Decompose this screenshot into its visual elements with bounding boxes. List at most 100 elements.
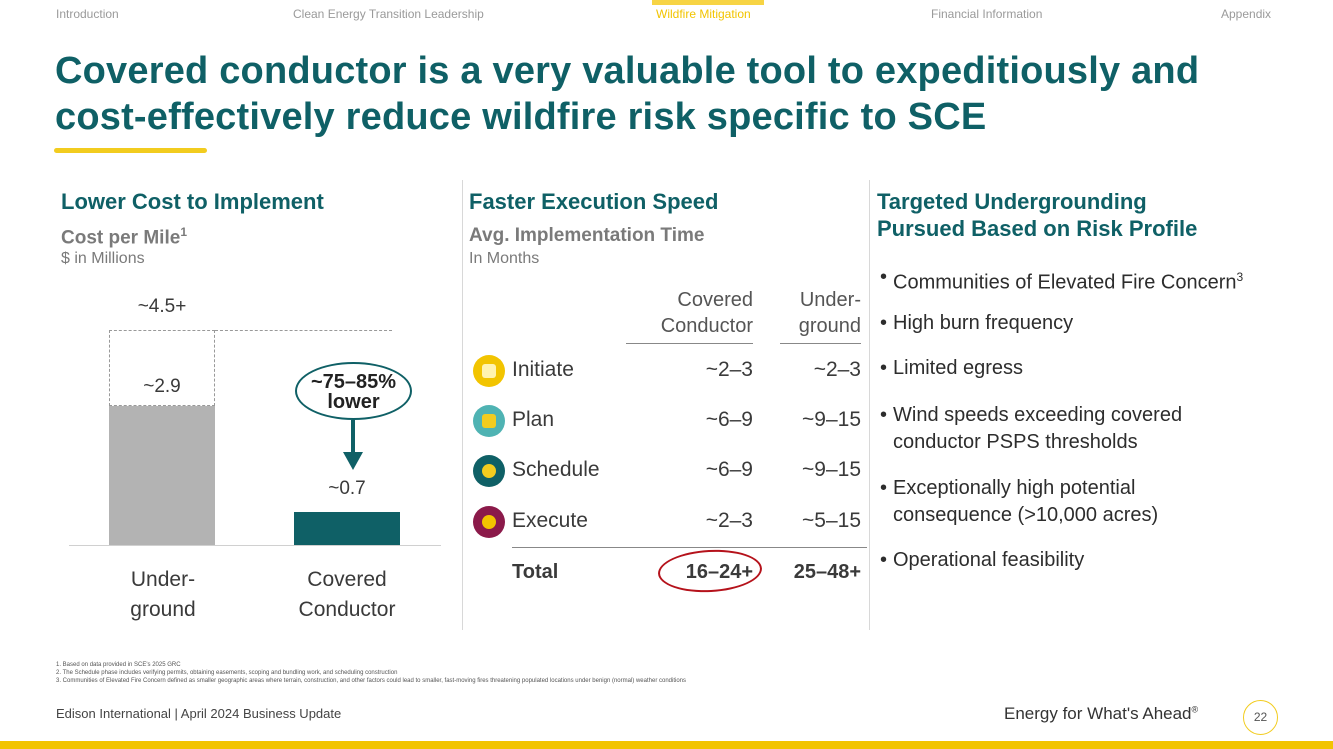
footnote-1: 1. Based on data provided in SCE's 2025 …: [56, 662, 181, 668]
list-item: Exceptionally high potential consequence…: [880, 475, 1190, 529]
cost-subheading-text: Cost per Mile: [61, 227, 181, 249]
col-header-underground-line1: Under-: [799, 289, 861, 311]
table-row-execute: Execute ~2–3 ~5–15: [472, 504, 867, 540]
initiate-underground-value: ~2–3: [813, 358, 861, 381]
covered-conductor-bar: [294, 511, 400, 545]
underground-range-outline: [109, 330, 215, 407]
col-header-covered-line2: Conductor: [660, 315, 753, 337]
registered-mark: ®: [1191, 704, 1199, 715]
col-header-rule-underground: [780, 343, 861, 344]
footer-tagline-text: Energy for What's Ahead: [1004, 704, 1192, 723]
undergrounding-heading-line1: Targeted Undergrounding: [877, 189, 1147, 214]
nav-item-financial-information[interactable]: Financial Information: [931, 7, 1043, 21]
undergrounding-heading-line2: Pursued Based on Risk Profile: [877, 216, 1198, 241]
underground-upper-label: ~4.5+: [137, 296, 187, 317]
footnote-ref-1: 1: [180, 225, 187, 239]
schedule-covered-value: ~6–9: [705, 458, 753, 481]
bullet-text: Communities of Elevated Fire Concern: [893, 271, 1237, 294]
plan-covered-value: ~6–9: [705, 408, 753, 431]
footnote-3: 3. Communities of Elevated Fire Concern …: [56, 678, 687, 684]
footer-company: Edison International | April 2024 Busine…: [56, 706, 342, 721]
row-label-initiate: Initiate: [512, 358, 574, 381]
total-label: Total: [512, 561, 559, 583]
list-item: Operational feasibility: [880, 547, 1300, 574]
table-row-initiate: Initiate ~2–3 ~2–3: [472, 353, 867, 389]
table-row-plan: Plan ~6–9 ~9–15: [472, 403, 867, 439]
list-item: Limited egress: [880, 355, 1300, 382]
bottom-accent-bar: [0, 741, 1333, 749]
footnotes: 1. Based on data provided in SCE's 2025 …: [56, 661, 686, 685]
speed-unit: In Months: [469, 250, 540, 267]
col-header-covered-line1: Covered: [677, 289, 753, 311]
gear-icon: [473, 506, 505, 538]
chart-baseline: [69, 545, 441, 546]
list-item: High burn frequency: [880, 310, 1300, 337]
plan-underground-value: ~9–15: [802, 408, 861, 431]
list-item: Wind speeds exceeding covered conductor …: [880, 402, 1225, 456]
slide-title-line2: cost-effectively reduce wildfire risk sp…: [55, 96, 987, 138]
nav-item-wildfire-mitigation[interactable]: Wildfire Mitigation: [656, 7, 751, 21]
callout-lower: lower: [327, 391, 380, 413]
page-number: 22: [1243, 700, 1278, 735]
blueprint-icon: [473, 405, 505, 437]
nav-item-introduction[interactable]: Introduction: [56, 7, 119, 21]
total-underground-value: 25–48+: [793, 561, 861, 583]
cost-subheading: Cost per Mile1: [61, 225, 187, 249]
range-dashed-line: [215, 330, 392, 331]
col-header-underground: Under- ground: [772, 287, 861, 339]
underground-value-label: ~2.9: [143, 376, 181, 398]
calendar-gear-icon: [473, 455, 505, 487]
execute-underground-value: ~5–15: [802, 509, 861, 532]
underground-bar: [109, 406, 215, 545]
down-arrow-shaft: [351, 420, 355, 456]
category-label-covered-line2: Conductor: [298, 598, 396, 621]
execute-covered-value: ~2–3: [705, 509, 753, 532]
active-nav-indicator: [652, 0, 764, 5]
cost-bar-chart: ~4.5+ ~2.9 ~0.7 ~75–85% lower Under- gro…: [69, 280, 441, 630]
down-arrow-icon: [343, 452, 363, 470]
slide-title-line1: Covered conductor is a very valuable too…: [55, 50, 1200, 92]
col-header-covered-conductor: Covered Conductor: [622, 287, 753, 339]
col-header-underground-line2: ground: [798, 315, 861, 337]
row-label-schedule: Schedule: [512, 458, 600, 481]
reduction-callout: ~75–85% lower: [295, 362, 412, 420]
col-header-rule-covered: [626, 343, 753, 344]
footnote-ref-3: 3: [1236, 270, 1244, 284]
row-label-execute: Execute: [512, 509, 588, 532]
category-label-underground-line1: Under-: [130, 568, 196, 591]
footnote-2: 2. The Schedule phase includes verifying…: [56, 670, 398, 676]
category-label-underground-line2: ground: [130, 598, 196, 621]
category-label-covered-line1: Covered: [307, 568, 387, 591]
category-label-underground: Under- ground: [93, 565, 233, 625]
total-covered-value: 16–24+: [685, 561, 753, 583]
column-divider-2: [869, 180, 870, 630]
callout-percent: ~75–85%: [310, 371, 397, 393]
covered-conductor-value-label: ~0.7: [328, 477, 366, 499]
row-label-plan: Plan: [512, 408, 555, 431]
speed-subheading: Avg. Implementation Time: [469, 225, 705, 246]
bullet-text: Limited egress: [893, 357, 1024, 379]
top-nav: Introduction Clean Energy Transition Lea…: [0, 0, 1333, 28]
undergrounding-heading: Targeted Undergrounding Pursued Based on…: [877, 188, 1197, 242]
footer-tagline: Energy for What's Ahead®: [1004, 704, 1198, 724]
bullet-text: Operational feasibility: [893, 549, 1085, 571]
schedule-underground-value: ~9–15: [802, 458, 861, 481]
table-row-schedule: Schedule ~6–9 ~9–15: [472, 453, 867, 489]
nav-item-clean-energy[interactable]: Clean Energy Transition Leadership: [293, 7, 484, 21]
bullet-text: High burn frequency: [893, 312, 1074, 334]
title-underline: [54, 148, 207, 153]
total-rule: [512, 547, 867, 548]
initiate-covered-value: ~2–3: [705, 358, 753, 381]
speed-heading: Faster Execution Speed: [469, 189, 719, 214]
list-item: Communities of Elevated Fire Concern3: [880, 264, 1300, 297]
column-divider-1: [462, 180, 463, 630]
slide-title: Covered conductor is a very valuable too…: [55, 48, 1295, 140]
bullet-text: Wind speeds exceeding covered conductor …: [893, 404, 1183, 453]
cost-heading: Lower Cost to Implement: [61, 189, 324, 214]
implementation-time-table: Covered Conductor Under- ground Initiate…: [472, 285, 867, 605]
hand-pointer-icon: [473, 355, 505, 387]
cost-unit: $ in Millions: [61, 250, 145, 267]
category-label-covered-conductor: Covered Conductor: [277, 565, 417, 625]
bullet-text: Exceptionally high potential consequence…: [893, 477, 1159, 526]
nav-item-appendix[interactable]: Appendix: [1221, 7, 1272, 21]
